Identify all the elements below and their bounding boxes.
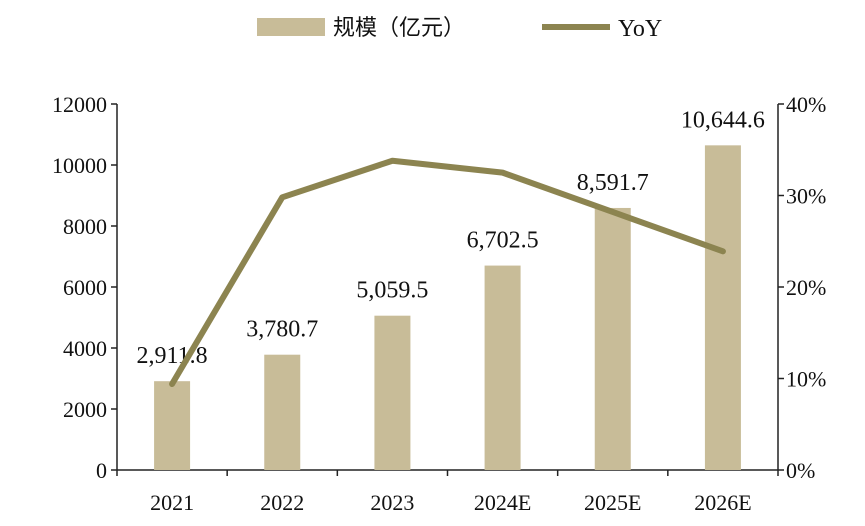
bar [264, 354, 301, 470]
right-axis-tick-label: 0% [786, 458, 815, 483]
yoy-line [169, 157, 726, 387]
right-axis-tick-label: 40% [786, 92, 826, 117]
x-axis-tick-label: 2026E [694, 490, 751, 515]
right-axis-tick-label: 20% [786, 275, 826, 300]
bar-data-label: 10,644.6 [681, 107, 765, 133]
bar-data-label: 6,702.5 [467, 228, 539, 254]
bar [594, 207, 631, 470]
legend: 规模（亿元） YoY [257, 16, 662, 42]
x-axis-tick-label: 2024E [474, 490, 531, 515]
bars [154, 145, 741, 470]
bar-data-label: 8,591.7 [577, 170, 649, 196]
right-axis-tick-label: 10% [786, 367, 826, 392]
x-axis-tick-label: 2021 [150, 490, 194, 515]
left-axis-tick-label: 10000 [52, 153, 107, 178]
left-axis-tick-label: 12000 [52, 92, 107, 117]
left-axis-tick-label: 2000 [63, 397, 107, 422]
x-axis-tick-label: 2025E [584, 490, 641, 515]
bar-labels: 2,911.83,780.75,059.56,702.58,591.710,64… [137, 107, 765, 369]
right-axis-tick-label: 30% [786, 184, 826, 209]
yoy-series-line [169, 157, 726, 387]
x-axis-tick-label: 2023 [370, 490, 414, 515]
left-axis-tick-label: 0 [96, 458, 107, 483]
x-axis-tick-label: 2022 [260, 490, 304, 515]
bar-data-label: 3,780.7 [246, 317, 318, 343]
bar-data-label: 5,059.5 [356, 278, 428, 304]
axes: 0 2000 4000 6000 8000 10000 12000 0% 10% 20% 30% 40… [52, 92, 826, 515]
bar [704, 145, 741, 470]
bar [154, 381, 191, 470]
left-axis-tick-label: 8000 [63, 214, 107, 239]
left-axis-tick-label: 4000 [63, 336, 107, 361]
bar [484, 265, 521, 470]
legend-bar-label: 规模（亿元） [333, 16, 465, 41]
bar [374, 315, 411, 470]
legend-line-label: YoY [618, 16, 662, 42]
legend-bar-swatch [257, 18, 325, 36]
left-axis-tick-label: 6000 [63, 275, 107, 300]
